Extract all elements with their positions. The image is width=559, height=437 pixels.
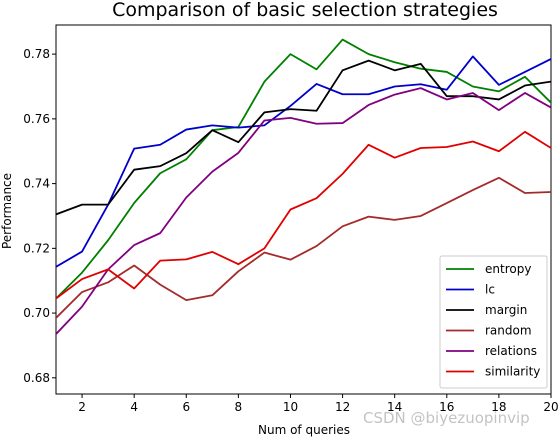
series-line-margin	[56, 59, 551, 216]
x-tick-label: 8	[235, 400, 243, 414]
x-tick-label: 12	[335, 400, 350, 414]
x-tick-label: 2	[78, 400, 86, 414]
y-tick-label: 0.78	[23, 47, 50, 61]
legend-label-similarity: similarity	[485, 365, 540, 379]
series-line-random	[56, 176, 551, 319]
y-tick-label: 0.72	[23, 241, 50, 255]
x-tick-label: 10	[283, 400, 298, 414]
series-line-similarity	[56, 130, 551, 300]
x-tick-label: 16	[439, 400, 454, 414]
series-line-entropy	[56, 38, 551, 300]
chart-title: Comparison of basic selection strategies	[112, 0, 498, 21]
y-tick-label: 0.74	[23, 177, 50, 191]
series-line-relations	[56, 87, 551, 336]
y-axis-title: Performance	[0, 173, 14, 249]
x-tick-label: 14	[387, 400, 402, 414]
x-tick-label: 6	[182, 400, 190, 414]
x-tick-label: 4	[130, 400, 138, 414]
legend: entropy lc margin random relations similarity	[439, 255, 548, 389]
legend-label-random: random	[485, 324, 532, 338]
legend-label-relations: relations	[485, 344, 537, 358]
watermark-text: CSDN @biyezuopinvip	[363, 409, 530, 427]
legend-label-margin: margin	[485, 303, 527, 317]
y-axis: 0.68 0.70 0.72 0.74 0.76 0.78	[23, 47, 56, 385]
legend-label-lc: lc	[485, 283, 495, 297]
y-tick-label: 0.68	[23, 371, 50, 385]
x-tick-label: 18	[491, 400, 506, 414]
plot-area	[55, 24, 552, 395]
series-line-lc	[56, 55, 551, 268]
x-axis: 2 4 6 8 10 12 14 16 18 20	[78, 394, 559, 414]
y-tick-label: 0.76	[23, 112, 50, 126]
series-lines	[56, 38, 551, 336]
y-tick-label: 0.70	[23, 306, 50, 320]
x-axis-title: Num of queries	[258, 423, 350, 437]
legend-label-entropy: entropy	[485, 262, 531, 276]
x-tick-label: 20	[543, 400, 558, 414]
